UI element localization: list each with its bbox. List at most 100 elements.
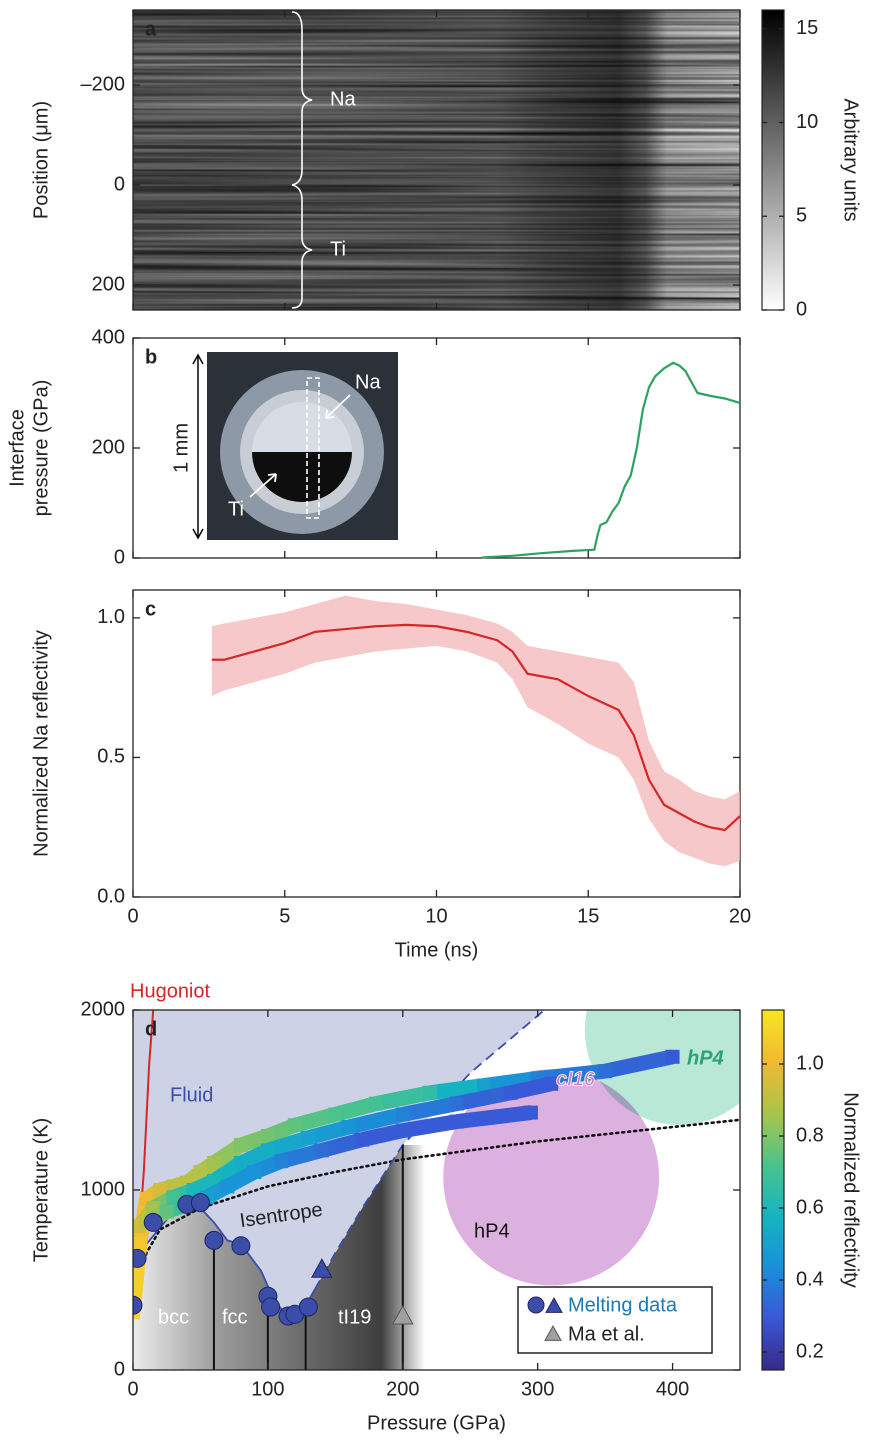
track-point xyxy=(260,1129,275,1143)
colorbar-tick-label: 0.4 xyxy=(796,1268,824,1290)
plot-frame xyxy=(132,1009,741,1371)
data-line xyxy=(211,623,741,832)
annotation: Na xyxy=(330,88,356,110)
track-point xyxy=(287,1118,302,1133)
x-tick-label: 300 xyxy=(521,1378,554,1400)
y-axis-label: Temperature (K) xyxy=(30,1118,52,1263)
track-point xyxy=(233,1156,248,1170)
melting-point xyxy=(190,1193,210,1213)
inset-ti xyxy=(252,452,352,502)
melting-point xyxy=(133,1248,147,1268)
track-segment xyxy=(482,1070,539,1094)
y-tick-label: 0.0 xyxy=(97,885,125,907)
track-point xyxy=(152,1183,167,1197)
y-tick-label: –200 xyxy=(81,73,126,95)
x-tick-label: 400 xyxy=(656,1378,689,1400)
panel-label: b xyxy=(145,346,157,368)
colorbar xyxy=(761,1009,785,1371)
y-tick-label: 400 xyxy=(92,326,125,348)
track-point xyxy=(159,1204,174,1219)
x-tick-label: 0 xyxy=(127,905,138,927)
track-point xyxy=(328,1107,343,1122)
colorbar-label: Normalized reflectivity xyxy=(840,1092,862,1288)
uncertainty-band xyxy=(211,595,740,867)
track-point xyxy=(274,1154,289,1169)
track-segment xyxy=(401,1096,459,1122)
x-tick-label: 5 xyxy=(279,905,290,927)
track-point xyxy=(422,1085,437,1100)
y-tick-label: 200 xyxy=(92,436,125,458)
x-tick-label: 15 xyxy=(577,905,599,927)
phase-label: fcc xyxy=(222,1306,248,1328)
x-tick-label: 0 xyxy=(127,1378,138,1400)
track-point xyxy=(368,1096,383,1111)
track-point xyxy=(395,1107,410,1122)
y-tick-label: 1.0 xyxy=(97,606,125,628)
legend-marker xyxy=(544,1324,562,1341)
track-point xyxy=(233,1138,248,1152)
colorbar-tick-label: 1.0 xyxy=(796,1052,824,1074)
plot-area xyxy=(133,1010,740,1370)
region-label: cI16 xyxy=(556,1068,596,1090)
colorbar-tick-label: 0.2 xyxy=(796,1340,824,1362)
melting-point xyxy=(143,1212,163,1232)
y-tick-label: 0 xyxy=(114,173,125,195)
inset-slit xyxy=(306,377,320,519)
x-axis-label: Time (ns) xyxy=(395,939,479,961)
phase-label: tI19 xyxy=(338,1306,371,1328)
track-point xyxy=(260,1143,275,1158)
track-point xyxy=(544,1076,559,1091)
legend-box xyxy=(517,1286,713,1354)
colorbar-tick-label: 5 xyxy=(796,205,807,227)
y-axis-label: Interface xyxy=(6,409,28,487)
region-label: hP4 xyxy=(687,1047,724,1069)
melting-extrapolation xyxy=(314,1010,545,1290)
ma-triangle xyxy=(391,1304,414,1325)
track-point xyxy=(449,1114,464,1129)
melting-point xyxy=(133,1295,143,1315)
streak-noise xyxy=(133,10,740,310)
solid-region xyxy=(133,1145,425,1370)
legend-marker xyxy=(545,1296,563,1313)
data-line xyxy=(481,361,741,559)
phase-label: hP4 xyxy=(474,1220,510,1242)
inset-label: Ti xyxy=(228,498,244,520)
legend-label: Melting data xyxy=(568,1294,678,1316)
track-segment xyxy=(428,1078,485,1101)
track-point xyxy=(301,1130,316,1145)
track-point xyxy=(220,1179,235,1194)
track-point xyxy=(598,1064,613,1079)
colorbar-tick-label: 15 xyxy=(796,17,818,39)
y-axis-label: Position (μm) xyxy=(30,101,52,219)
track-point xyxy=(355,1132,370,1147)
track-point xyxy=(523,1105,538,1120)
scale-arrows xyxy=(192,353,204,540)
track-segment xyxy=(374,1085,432,1111)
legend-label: Ma et al. xyxy=(568,1323,645,1345)
y-tick-label: 200 xyxy=(92,273,125,295)
track-point xyxy=(133,1237,147,1251)
y-tick-label: 1000 xyxy=(81,1178,126,1200)
brace xyxy=(291,11,313,309)
melting-point xyxy=(298,1297,318,1317)
track-point xyxy=(193,1165,208,1179)
melting-triangle xyxy=(310,1258,333,1278)
track-point xyxy=(341,1120,356,1134)
track-point xyxy=(314,1143,329,1158)
annotation: Ti xyxy=(330,238,346,260)
plot-frame xyxy=(132,337,741,559)
x-tick-label: 100 xyxy=(251,1378,284,1400)
arrow xyxy=(325,394,351,419)
panel-label: c xyxy=(145,598,156,620)
arrow xyxy=(249,473,277,498)
phase-label: Fluid xyxy=(170,1084,213,1106)
track-segment xyxy=(455,1105,532,1130)
track-point xyxy=(503,1085,518,1100)
x-tick-label: 10 xyxy=(425,905,447,927)
track-segment xyxy=(401,1114,458,1138)
phase-label: bcc xyxy=(158,1306,189,1328)
track-segment xyxy=(455,1085,513,1111)
phase-region xyxy=(584,1010,740,1125)
melting-point xyxy=(261,1297,281,1317)
